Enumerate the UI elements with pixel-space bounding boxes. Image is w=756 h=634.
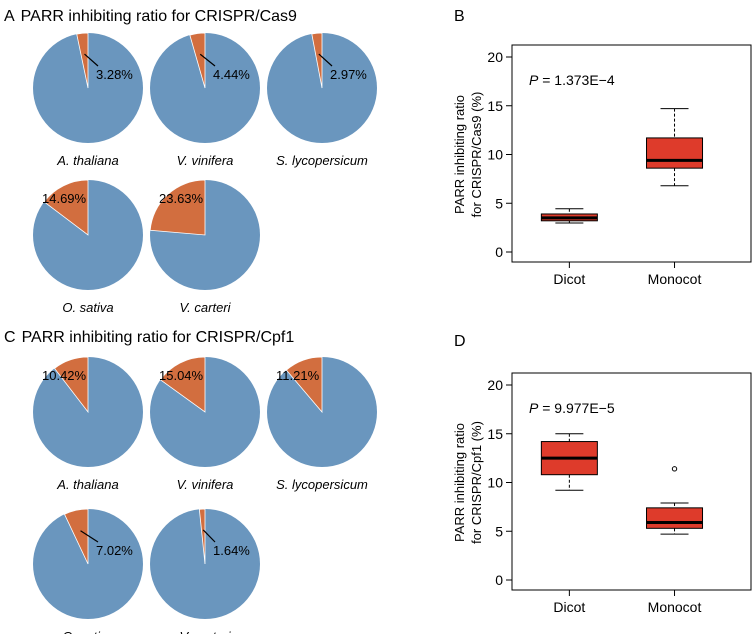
box-monocot bbox=[646, 466, 704, 535]
plot-frame bbox=[511, 372, 752, 591]
pie-species-label: V. carteri bbox=[179, 300, 231, 315]
pie-species-label: O. sativa bbox=[62, 300, 113, 315]
pie-chart-a-o-sativa: 14.69% O. sativa bbox=[33, 179, 143, 315]
box-dicot bbox=[540, 208, 598, 224]
p-value-text: = 1.373E−4 bbox=[538, 72, 615, 88]
x-tick-label: Dicot bbox=[553, 271, 585, 287]
pie-chart-c-s-lycopersicum: 11.21% S. lycopersicum bbox=[267, 356, 377, 492]
pie-species-label: V. vinifera bbox=[177, 477, 234, 492]
pie-highlight-slice bbox=[149, 179, 206, 236]
charts-layer: 3.28% A. thaliana 4.44% V. vinifera 2.97% S. … bbox=[33, 32, 752, 634]
pie-highlight-slice bbox=[198, 508, 206, 565]
y-tick-label: 10 bbox=[487, 475, 503, 491]
pie-percent-label: 1.64% bbox=[213, 543, 250, 558]
boxplot-panel-d: 0 5 10 15 20 PARR inhibiting ratio for CRISPR/… bbox=[452, 372, 752, 615]
y-axis-label-line1: PARR inhibiting ratio bbox=[452, 423, 467, 542]
y-tick-label: 5 bbox=[495, 523, 503, 539]
pie-chart-a-v-vinifera: 4.44% V. vinifera bbox=[150, 32, 260, 168]
pie-species-label: A. thaliana bbox=[56, 477, 118, 492]
pie-leader-line bbox=[84, 53, 99, 67]
p-value-symbol: P bbox=[529, 72, 539, 88]
p-value-annotation: P = 9.977E−5 bbox=[529, 400, 615, 416]
pie-highlight-slice bbox=[63, 508, 89, 565]
y-tick-label: 15 bbox=[487, 426, 503, 442]
pie-leader-line bbox=[80, 530, 99, 543]
y-axis-label: PARR inhibiting ratio for CRISPR/Cpf1 (%) bbox=[452, 421, 484, 544]
panel-a-title: PARR inhibiting ratio for CRISPR/Cas9 bbox=[21, 8, 297, 25]
pie-leader-line bbox=[199, 53, 216, 67]
pie-highlight-slice bbox=[285, 356, 323, 414]
pie-percent-label: 7.02% bbox=[96, 543, 133, 558]
y-tick-label: 0 bbox=[495, 572, 503, 588]
pie-percent-label: 23.63% bbox=[159, 191, 204, 206]
panel-c-title: PARR inhibiting ratio for CRISPR/Cpf1 bbox=[22, 329, 295, 346]
pie-chart-a-a-thaliana: 3.28% A. thaliana bbox=[33, 32, 143, 168]
pie-chart-a-s-lycopersicum: 2.97% S. lycopersicum bbox=[267, 32, 377, 168]
pie-chart-c-v-vinifera: 15.04% V. vinifera bbox=[150, 356, 260, 492]
panel-a-letter: A bbox=[4, 8, 15, 25]
y-axis-label: PARR inhibiting ratio for CRISPR/Cas9 (%) bbox=[452, 92, 484, 218]
outlier-point bbox=[671, 466, 678, 472]
pie-percent-label: 2.97% bbox=[330, 67, 367, 82]
pie-leader-line bbox=[202, 529, 216, 543]
iqr-box bbox=[646, 507, 704, 529]
pie-chart-c-o-sativa: 7.02% O. sativa bbox=[33, 508, 143, 634]
pie-percent-label: 10.42% bbox=[42, 368, 87, 383]
p-value-symbol: P bbox=[529, 400, 539, 416]
plot-frame bbox=[511, 44, 752, 263]
box-monocot bbox=[646, 108, 704, 187]
panel-c-letter: C bbox=[4, 329, 16, 346]
pie-percent-label: 15.04% bbox=[159, 368, 204, 383]
x-tick-label: Monocot bbox=[648, 599, 702, 615]
pie-species-label: V. vinifera bbox=[177, 153, 234, 168]
y-tick-label: 15 bbox=[487, 98, 503, 114]
y-axis-label-line1: PARR inhibiting ratio bbox=[452, 95, 467, 214]
panel-c-header: C PARR inhibiting ratio for CRISPR/Cpf1 bbox=[4, 329, 294, 346]
pie-highlight-slice bbox=[43, 179, 89, 236]
y-tick-label: 10 bbox=[487, 147, 503, 163]
pie-percent-label: 3.28% bbox=[96, 67, 133, 82]
x-tick-label: Monocot bbox=[648, 271, 702, 287]
pie-highlight-slice bbox=[311, 32, 323, 89]
box-dicot bbox=[540, 433, 598, 491]
pie-species-label: O. sativa bbox=[62, 629, 113, 634]
p-value-annotation: P = 1.373E−4 bbox=[529, 72, 615, 88]
panel-a-header: A PARR inhibiting ratio for CRISPR/Cas9 bbox=[4, 8, 297, 25]
iqr-box bbox=[646, 137, 704, 169]
y-axis-label-line2: for CRISPR/Cas9 (%) bbox=[469, 92, 484, 218]
y-tick-label: 0 bbox=[495, 244, 503, 260]
pie-percent-label: 4.44% bbox=[213, 67, 250, 82]
panel-b-letter: B bbox=[454, 8, 465, 25]
y-axis-label-line2: for CRISPR/Cpf1 (%) bbox=[469, 421, 484, 544]
pie-highlight-slice bbox=[159, 356, 206, 413]
p-value-text: = 9.977E−5 bbox=[538, 400, 615, 416]
pie-leader-line bbox=[318, 53, 333, 67]
panel-d-letter: D bbox=[454, 333, 466, 350]
pie-species-label: S. lycopersicum bbox=[276, 477, 368, 492]
pie-highlight-slice bbox=[53, 356, 89, 414]
y-tick-label: 20 bbox=[487, 377, 503, 393]
pie-chart-c-v-carteri: 1.64% V. carteri bbox=[150, 508, 260, 634]
pie-highlight-slice bbox=[189, 32, 206, 89]
x-tick-label: Dicot bbox=[553, 599, 585, 615]
pie-highlight-slice bbox=[76, 32, 89, 89]
pie-chart-a-v-carteri: 23.63% V. carteri bbox=[149, 179, 260, 315]
pie-chart-c-a-thaliana: 10.42% A. thaliana bbox=[33, 356, 143, 492]
pie-percent-label: 11.21% bbox=[276, 368, 320, 383]
y-tick-label: 20 bbox=[487, 49, 503, 65]
y-tick-label: 5 bbox=[495, 195, 503, 211]
pie-species-label: V. carteri bbox=[179, 629, 231, 634]
pie-percent-label: 14.69% bbox=[42, 191, 87, 206]
boxplot-panel-b: 0 5 10 15 20 PARR inhibiting ratio for CRISPR/… bbox=[452, 44, 752, 287]
pie-species-label: A. thaliana bbox=[56, 153, 118, 168]
pie-species-label: S. lycopersicum bbox=[276, 153, 368, 168]
